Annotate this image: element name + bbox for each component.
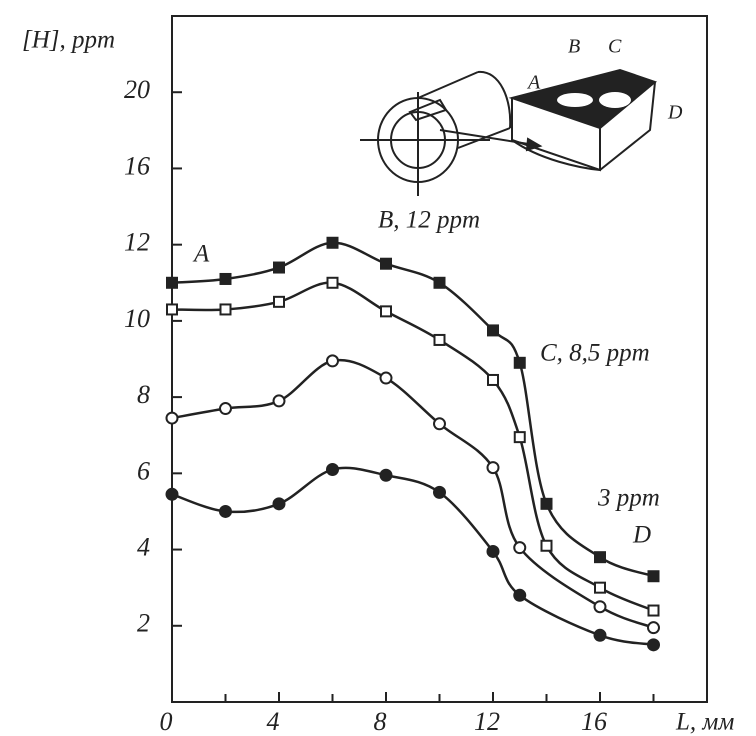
annotation: 3 ppm (597, 485, 660, 512)
marker (165, 487, 179, 501)
marker (219, 303, 232, 316)
marker (513, 541, 527, 555)
marker (326, 463, 339, 477)
y-tick-label: 10 (124, 304, 150, 333)
series-line (171, 358, 654, 629)
marker (219, 272, 232, 285)
x-tick-label: 8 (374, 707, 387, 736)
marker (540, 539, 553, 552)
y-tick-label: 12 (124, 228, 150, 257)
annotation: A (192, 241, 210, 268)
x-tick-label: 16 (581, 707, 607, 736)
marker (513, 431, 526, 444)
marker (326, 354, 339, 368)
inset-label: C (608, 36, 622, 58)
inset-drawing (360, 68, 658, 196)
y-tick-label: 4 (137, 533, 150, 562)
series-line (171, 241, 654, 578)
marker (647, 604, 660, 617)
marker (433, 333, 446, 346)
y-tick-label: 20 (124, 75, 150, 104)
marker (379, 468, 393, 482)
marker (326, 276, 339, 289)
x-tick-label: 0 (160, 707, 173, 736)
marker (593, 600, 607, 614)
marker (433, 276, 446, 289)
marker (379, 371, 393, 385)
marker (486, 544, 500, 558)
marker (166, 276, 178, 289)
y-tick-label: 16 (124, 151, 150, 180)
marker (326, 236, 339, 249)
annotation: D (632, 522, 651, 549)
marker (380, 257, 392, 270)
annotation: B, 12 ppm (378, 207, 480, 234)
inset-label: B (568, 36, 580, 58)
marker (647, 570, 660, 583)
marker (272, 497, 286, 511)
marker (486, 461, 500, 475)
y-axis-label: [H], ppm (22, 27, 115, 54)
marker (165, 411, 179, 425)
marker (219, 504, 232, 518)
x-tick-label: 4 (267, 707, 280, 736)
series-line (171, 466, 654, 647)
marker (593, 628, 607, 642)
inset-label: D (667, 102, 683, 124)
series-line (171, 281, 654, 612)
marker (594, 551, 606, 564)
marker (273, 295, 285, 308)
marker (647, 621, 660, 635)
marker (219, 402, 232, 416)
marker (272, 394, 286, 408)
marker (380, 305, 392, 318)
marker (487, 373, 499, 386)
annotation: C, 8,5 ppm (540, 340, 650, 367)
marker (433, 417, 446, 431)
marker (647, 638, 660, 652)
y-tick-label: 6 (137, 456, 150, 485)
marker (540, 497, 553, 510)
marker (433, 485, 446, 499)
y-tick-label: 8 (137, 380, 150, 409)
marker (594, 581, 606, 594)
marker (166, 303, 178, 316)
y-tick-label: 2 (137, 609, 150, 638)
marker (513, 356, 526, 369)
x-axis-label: L, мм (675, 709, 734, 736)
marker (273, 261, 285, 274)
marker (487, 324, 499, 337)
inset-label: A (526, 72, 541, 94)
x-tick-label: 12 (474, 707, 500, 736)
marker (513, 588, 527, 602)
